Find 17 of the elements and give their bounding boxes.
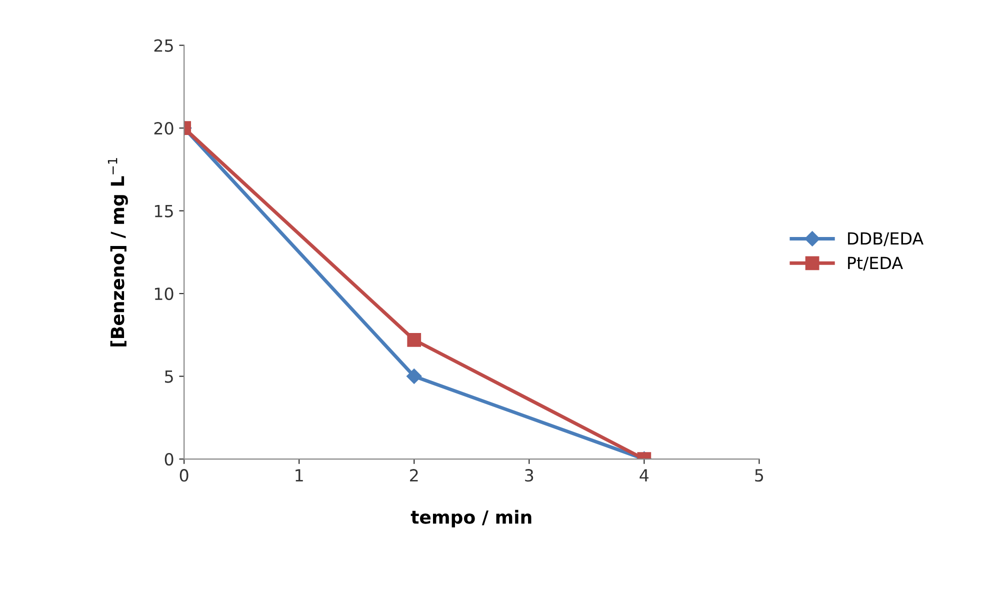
x-tick-label: 1	[296, 469, 303, 482]
x-tick-label: 4	[640, 469, 649, 482]
y-tick-label: 0	[164, 453, 174, 466]
point	[406, 368, 422, 384]
legend-label: DDB/EDA	[848, 232, 924, 246]
y-tick-label: 25	[154, 39, 173, 52]
legend-label: Pt/EDA	[848, 256, 903, 271]
y-tick-label: 20	[154, 122, 174, 135]
y-tick-label: 10	[154, 288, 174, 300]
x-tick-label: 3	[525, 469, 534, 482]
x-tick-label: 5	[755, 469, 764, 482]
x-axis-title: tempo / min	[410, 510, 532, 528]
x-tick-label: 2	[410, 469, 418, 482]
y-tick-label: 5	[165, 370, 173, 383]
y-axis-title: [Benzeno] / mg L$^{−1}$	[108, 158, 128, 346]
y-tick-label: 15	[154, 204, 173, 218]
x-tick-label: 0	[180, 469, 188, 482]
